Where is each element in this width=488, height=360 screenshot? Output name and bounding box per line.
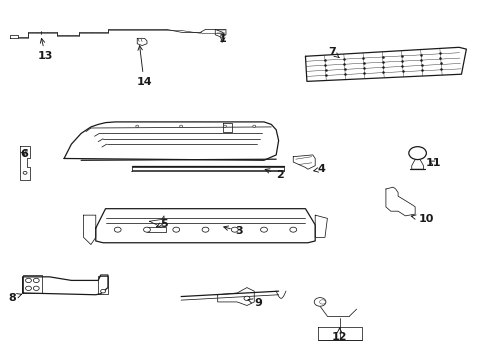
Polygon shape (22, 275, 108, 295)
Polygon shape (315, 215, 327, 237)
Text: 14: 14 (136, 46, 152, 87)
Circle shape (114, 227, 121, 232)
Circle shape (25, 278, 31, 283)
Text: 6: 6 (20, 149, 28, 159)
Circle shape (33, 278, 39, 283)
Polygon shape (149, 216, 163, 226)
Circle shape (252, 125, 255, 127)
Text: 5: 5 (156, 219, 167, 229)
Polygon shape (20, 146, 30, 180)
Polygon shape (83, 215, 96, 244)
Circle shape (319, 300, 325, 304)
Text: 1: 1 (218, 34, 226, 44)
Polygon shape (96, 209, 315, 243)
Polygon shape (98, 276, 108, 294)
Polygon shape (217, 288, 254, 306)
Text: 8: 8 (8, 293, 21, 303)
Polygon shape (411, 159, 423, 169)
Polygon shape (222, 123, 232, 132)
Circle shape (179, 125, 182, 127)
Text: 7: 7 (328, 47, 338, 58)
Polygon shape (293, 155, 315, 169)
Circle shape (172, 227, 179, 232)
Circle shape (25, 286, 31, 291)
Text: 2: 2 (264, 169, 284, 180)
Polygon shape (385, 187, 414, 216)
Polygon shape (317, 327, 361, 339)
Circle shape (23, 171, 27, 174)
Text: 4: 4 (313, 164, 325, 174)
Text: 10: 10 (410, 215, 433, 224)
Circle shape (408, 147, 426, 159)
Circle shape (231, 227, 238, 232)
Circle shape (33, 286, 39, 291)
Circle shape (23, 150, 27, 153)
Circle shape (136, 125, 139, 127)
Polygon shape (305, 47, 466, 81)
Text: 13: 13 (38, 39, 53, 61)
Polygon shape (22, 275, 42, 293)
Polygon shape (64, 122, 278, 160)
Text: 9: 9 (247, 298, 262, 308)
Polygon shape (215, 30, 225, 37)
Circle shape (244, 296, 249, 301)
Circle shape (101, 289, 105, 293)
Circle shape (289, 227, 296, 232)
Circle shape (202, 227, 208, 232)
Polygon shape (147, 226, 166, 232)
Circle shape (143, 227, 150, 232)
Circle shape (223, 125, 226, 127)
Text: 12: 12 (331, 328, 346, 342)
Circle shape (314, 298, 325, 306)
Text: 11: 11 (425, 158, 440, 168)
Polygon shape (137, 39, 147, 45)
Circle shape (260, 227, 267, 232)
Text: 3: 3 (224, 226, 243, 236)
Polygon shape (10, 35, 18, 39)
